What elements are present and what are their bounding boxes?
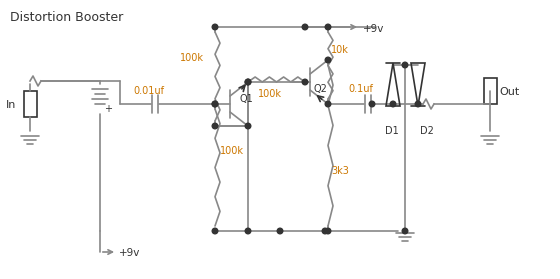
Circle shape (302, 24, 308, 30)
Circle shape (212, 101, 218, 107)
Text: Out: Out (499, 87, 519, 97)
Circle shape (245, 79, 251, 85)
Circle shape (302, 79, 308, 85)
Circle shape (212, 24, 218, 30)
Bar (24, 91, 36, 117)
Text: D1: D1 (385, 126, 399, 136)
Text: +9v: +9v (119, 248, 141, 258)
Text: 0.01uf: 0.01uf (133, 86, 164, 96)
Circle shape (245, 79, 251, 85)
Circle shape (245, 123, 251, 129)
Circle shape (245, 228, 251, 234)
Circle shape (325, 228, 331, 234)
Text: 100k: 100k (258, 89, 282, 99)
Circle shape (212, 123, 218, 129)
Circle shape (325, 24, 331, 30)
Circle shape (325, 57, 331, 63)
Text: 100k: 100k (180, 53, 204, 63)
Circle shape (402, 62, 408, 68)
Circle shape (369, 101, 375, 107)
Circle shape (322, 228, 328, 234)
Text: Q1: Q1 (240, 94, 254, 104)
Text: 3k3: 3k3 (331, 166, 349, 176)
Circle shape (390, 101, 396, 107)
Text: D2: D2 (420, 126, 434, 136)
Circle shape (277, 228, 283, 234)
Text: In: In (6, 100, 16, 110)
Circle shape (325, 101, 331, 107)
Circle shape (402, 228, 408, 234)
Text: +9v: +9v (363, 24, 384, 34)
Bar (484, 78, 497, 104)
Text: Q2: Q2 (313, 84, 327, 94)
Circle shape (212, 101, 218, 107)
Text: 10k: 10k (331, 45, 349, 55)
Text: +: + (104, 104, 112, 114)
Circle shape (212, 228, 218, 234)
Circle shape (415, 101, 421, 107)
Text: 100k: 100k (220, 146, 244, 156)
Text: 0.1uf: 0.1uf (348, 84, 373, 94)
Text: Distortion Booster: Distortion Booster (10, 11, 123, 24)
